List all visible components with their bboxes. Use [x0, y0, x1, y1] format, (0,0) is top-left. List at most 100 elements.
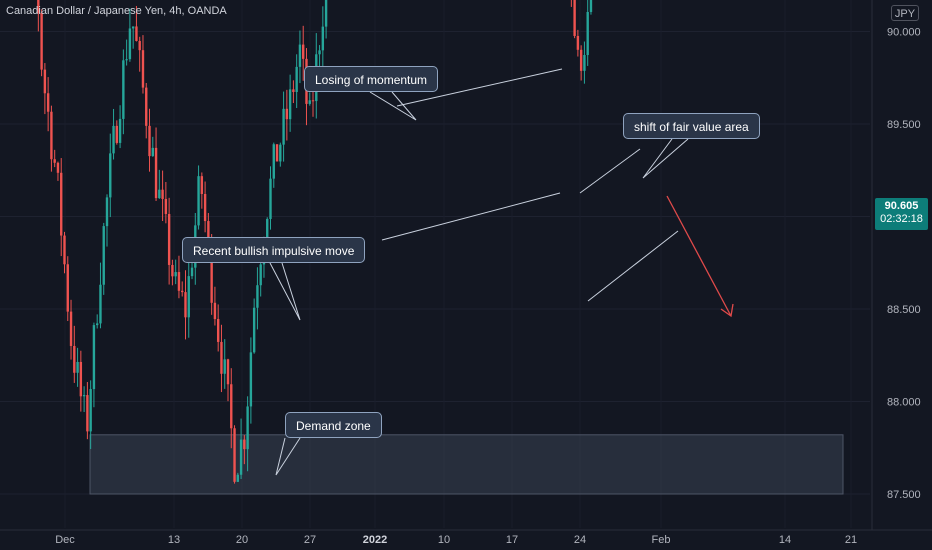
currency-button[interactable]: JPY: [891, 5, 919, 21]
candle: [109, 133, 112, 218]
candle: [158, 169, 161, 199]
candle: [570, 0, 572, 7]
x-tick-label: 20: [236, 534, 248, 546]
candle: [174, 259, 177, 285]
candle: [112, 108, 115, 160]
candle: [177, 255, 181, 299]
x-tick-label: 27: [304, 534, 316, 546]
y-tick-label: 88.000: [887, 397, 921, 409]
candle: [154, 127, 158, 201]
candle: [86, 382, 89, 440]
last-price-tag: 90.605 02:32:18: [875, 198, 928, 230]
candle: [292, 80, 295, 104]
lower-right-channel-line: [587, 230, 679, 302]
momentum-annotation[interactable]: Losing of momentum: [304, 66, 439, 92]
momentum-pointer: [369, 91, 417, 121]
time-axis[interactable]: Dec 13 20 27 2022 10 17 24 Feb 14 21: [0, 529, 932, 546]
candle: [252, 298, 256, 354]
bullish-annotation[interactable]: Recent bullish impulsive move: [182, 237, 366, 263]
candle: [89, 380, 92, 450]
candle: [56, 161, 60, 181]
candle: [102, 222, 105, 295]
candle: [298, 30, 302, 84]
candle: [579, 45, 583, 81]
candle: [92, 322, 96, 408]
candle: [128, 8, 132, 62]
candle: [288, 74, 292, 132]
candle: [118, 105, 122, 149]
candle: [272, 142, 275, 188]
y-tick-label: 87.500: [887, 489, 921, 501]
x-tick-label: 10: [438, 534, 450, 546]
trend-channel-lines[interactable]: [381, 68, 679, 302]
candle: [79, 350, 83, 412]
candle: [171, 259, 174, 286]
candle: [583, 41, 586, 84]
price-axis[interactable]: 92.50092.00091.50091.00090.50090.00089.5…: [871, 0, 932, 550]
candle: [167, 197, 171, 285]
candle: [275, 144, 279, 162]
callout-pointers: [269, 91, 689, 476]
candle: [302, 25, 305, 81]
candle: [573, 0, 576, 39]
candle: [135, 5, 138, 42]
candle: [220, 324, 223, 393]
candle: [213, 286, 217, 326]
lower-channel-line: [381, 192, 561, 241]
candle: [184, 270, 187, 340]
demand-pointer: [275, 437, 301, 476]
candle: [308, 92, 311, 106]
upper-right-channel-line: [579, 148, 641, 194]
candle: [256, 267, 259, 330]
candle: [246, 396, 249, 472]
candle: [131, 26, 135, 49]
candle: [69, 299, 73, 360]
fair-value-annotation[interactable]: shift of fair value area: [623, 113, 760, 139]
candle: [324, 0, 328, 39]
x-tick-label: 17: [506, 534, 518, 546]
candle: [151, 136, 154, 157]
upper-channel-line: [396, 68, 563, 107]
candle: [223, 339, 226, 389]
fair-value-pointer: [642, 138, 689, 179]
candle: [53, 149, 56, 168]
candle: [249, 337, 253, 424]
demand-annotation[interactable]: Demand zone: [285, 412, 382, 438]
candle: [236, 472, 240, 483]
candle: [586, 0, 589, 66]
candle: [216, 304, 220, 352]
candle: [43, 63, 47, 115]
candle: [148, 108, 151, 172]
candle: [82, 386, 86, 413]
candle: [66, 256, 69, 322]
candle: [233, 425, 236, 484]
candle: [181, 281, 184, 297]
candle: [239, 418, 243, 480]
x-tick-label: Feb: [652, 534, 671, 546]
y-tick-label: 89.500: [887, 119, 921, 131]
last-price-value: 90.605: [884, 200, 919, 212]
candle: [46, 77, 50, 132]
candle: [589, 0, 593, 15]
candle: [161, 170, 164, 222]
candle-countdown: 02:32:18: [880, 213, 923, 225]
x-tick-label: Dec: [55, 534, 75, 546]
candle: [37, 0, 40, 32]
candle: [203, 181, 207, 233]
candle: [122, 49, 125, 135]
candlestick-series: [37, 0, 593, 484]
candle: [76, 347, 79, 387]
candle: [99, 262, 102, 329]
candle: [145, 82, 148, 139]
y-tick-label: 90.000: [887, 27, 921, 39]
candle: [73, 325, 76, 383]
candle: [164, 181, 168, 224]
demand-zone-rectangle[interactable]: [89, 434, 844, 495]
x-tick-label: 21: [845, 534, 857, 546]
candle: [63, 231, 66, 274]
projection-arrow[interactable]: [666, 195, 734, 318]
candle: [295, 54, 298, 109]
candle: [125, 39, 128, 66]
candle: [200, 172, 204, 209]
